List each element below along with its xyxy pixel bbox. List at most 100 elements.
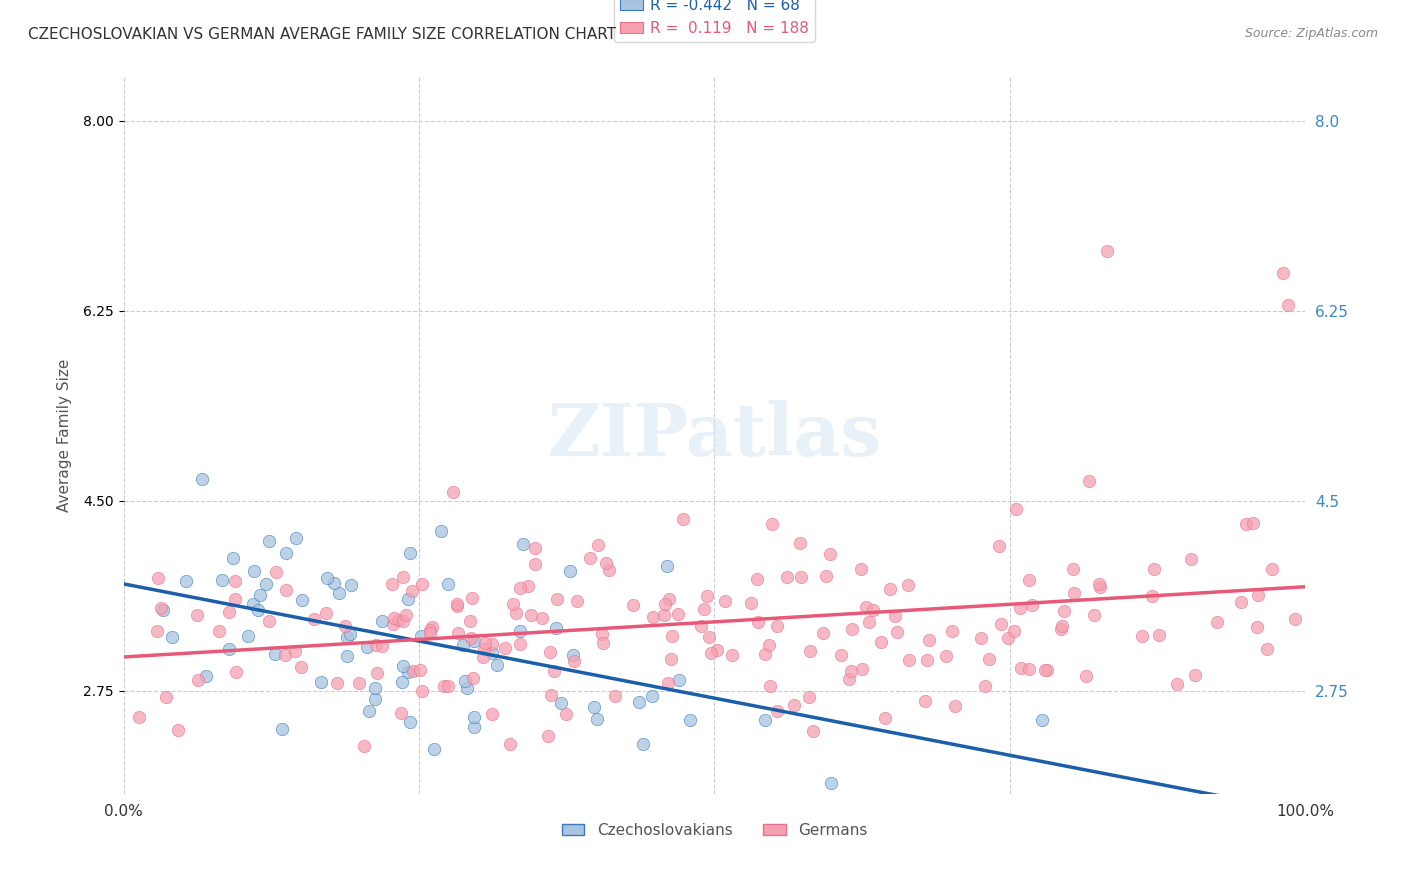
Point xyxy=(315,571,337,585)
Point xyxy=(1284,612,1306,626)
Point xyxy=(758,638,780,652)
Legend: Czechoslovakians, Germans: Czechoslovakians, Germans xyxy=(555,816,873,844)
Point xyxy=(579,551,602,566)
Point xyxy=(875,711,897,725)
Point xyxy=(745,572,768,586)
Point xyxy=(696,589,718,603)
Point xyxy=(820,776,842,790)
Point xyxy=(595,557,617,571)
Point xyxy=(1088,577,1111,591)
Point xyxy=(1234,516,1257,531)
Point xyxy=(285,531,308,545)
Point xyxy=(391,674,413,689)
Text: ZIPatlas: ZIPatlas xyxy=(547,401,882,471)
Point xyxy=(411,576,433,591)
Point xyxy=(974,679,997,693)
Point xyxy=(543,665,565,679)
Point xyxy=(336,630,359,644)
Point xyxy=(149,601,172,615)
Point xyxy=(943,698,966,713)
Point xyxy=(1180,552,1202,566)
Point xyxy=(463,710,485,724)
Point xyxy=(398,546,420,560)
Point xyxy=(661,629,683,643)
Point xyxy=(1247,588,1270,602)
Point xyxy=(257,534,280,549)
Point xyxy=(714,593,737,607)
Point xyxy=(1010,660,1032,674)
Point xyxy=(174,574,197,588)
Point xyxy=(264,648,287,662)
Point xyxy=(592,635,614,649)
Point xyxy=(246,603,269,617)
Point xyxy=(359,704,381,718)
Point xyxy=(454,673,477,688)
Point xyxy=(271,722,294,736)
Point xyxy=(398,714,420,729)
Point xyxy=(621,598,644,612)
Point xyxy=(366,665,388,680)
Point xyxy=(146,571,169,585)
Point xyxy=(371,614,394,628)
Point xyxy=(146,624,169,639)
Point xyxy=(225,665,247,679)
Point xyxy=(211,573,233,587)
Point xyxy=(783,698,806,712)
Point xyxy=(941,624,963,638)
Point xyxy=(291,593,314,607)
Point xyxy=(886,624,908,639)
Point xyxy=(1206,615,1229,630)
Point xyxy=(364,692,387,706)
Point xyxy=(546,591,568,606)
Point xyxy=(339,627,361,641)
Point xyxy=(935,648,957,663)
Point xyxy=(387,613,409,627)
Point xyxy=(586,712,609,726)
Point xyxy=(657,558,679,573)
Point xyxy=(274,648,297,662)
Point xyxy=(446,599,468,613)
Point xyxy=(721,648,744,662)
Point xyxy=(430,524,453,538)
Point xyxy=(371,640,394,654)
Point xyxy=(160,630,183,644)
Point xyxy=(1050,623,1073,637)
Point xyxy=(591,627,613,641)
Point xyxy=(879,582,901,596)
Point xyxy=(537,729,560,743)
Point xyxy=(353,739,375,753)
Point xyxy=(766,619,789,633)
Point xyxy=(1002,624,1025,638)
Point xyxy=(208,624,231,638)
Point xyxy=(818,547,841,561)
Point xyxy=(550,696,572,710)
Point xyxy=(167,723,190,737)
Point xyxy=(389,706,412,720)
Point xyxy=(1083,607,1105,622)
Point xyxy=(1031,713,1053,727)
Point xyxy=(221,550,243,565)
Point xyxy=(914,694,936,708)
Point xyxy=(290,660,312,674)
Point xyxy=(401,583,423,598)
Point xyxy=(224,574,246,589)
Point xyxy=(520,607,543,622)
Point xyxy=(801,723,824,738)
Point xyxy=(328,586,350,600)
Point xyxy=(433,679,456,693)
Point xyxy=(1140,589,1163,603)
Point xyxy=(1088,580,1111,594)
Point xyxy=(257,614,280,628)
Point xyxy=(706,643,728,657)
Point xyxy=(582,700,605,714)
Point xyxy=(1018,573,1040,587)
Point xyxy=(815,569,838,583)
Point xyxy=(1271,266,1294,280)
Point xyxy=(679,713,702,727)
Point xyxy=(789,536,811,550)
Point xyxy=(524,558,547,572)
Point xyxy=(128,710,150,724)
Point xyxy=(481,646,503,660)
Point xyxy=(264,566,287,580)
Point xyxy=(336,649,359,664)
